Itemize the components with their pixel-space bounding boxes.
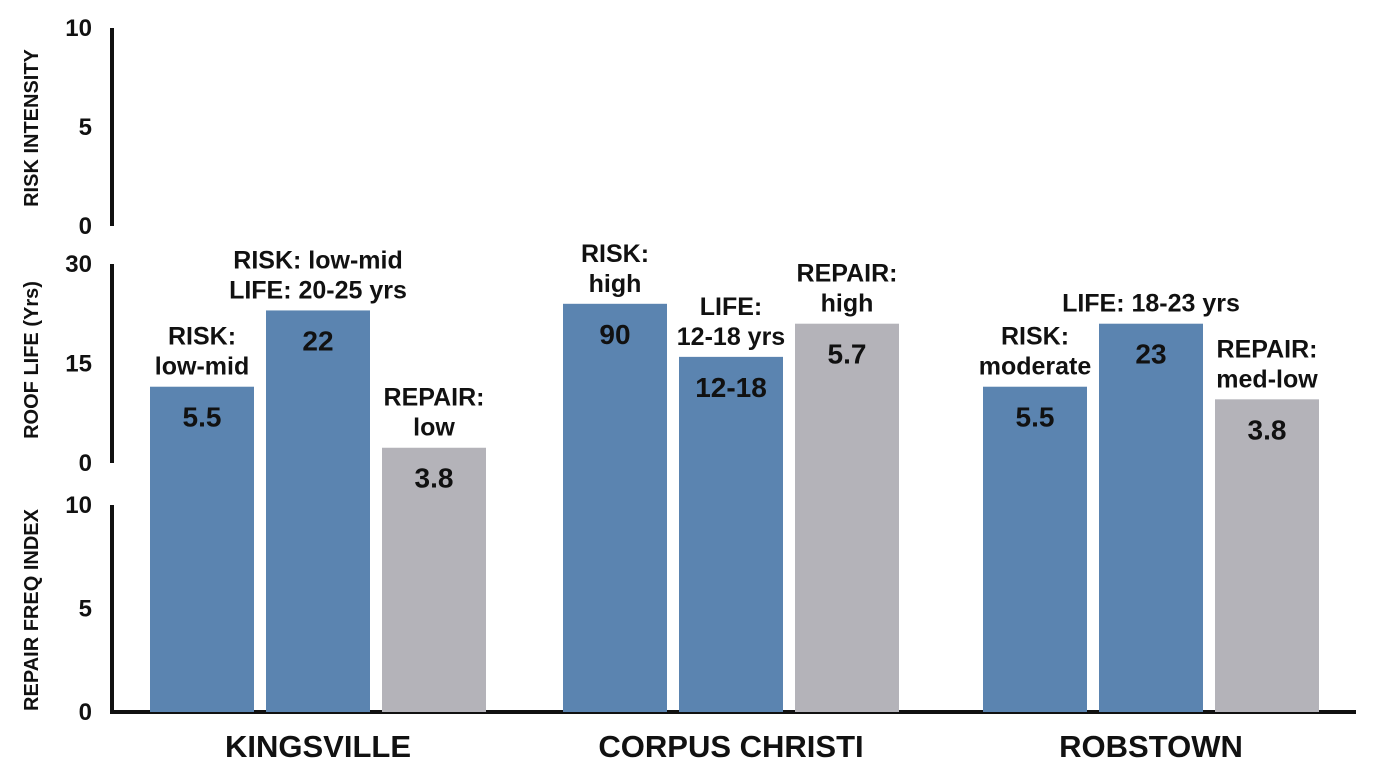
bar	[266, 310, 370, 712]
bar-annotation: LIFE:	[700, 293, 763, 321]
bar-annotation: REPAIR:	[797, 260, 898, 288]
labels-layer: KINGSVILLE CORPUS CHRISTI ROBSTOWN 5.5 RISK:…	[155, 240, 1318, 764]
bar-value-label: 5.5	[1016, 402, 1055, 433]
bar-value-label: 23	[1135, 339, 1166, 370]
bars-layer	[150, 303, 1319, 712]
bar-annotation: low	[413, 414, 455, 442]
y-tick-label: 0	[79, 699, 92, 726]
bar-annotation: REPAIR:	[1217, 335, 1318, 363]
y-axis-title: REPAIR FREQ INDEX	[21, 508, 43, 711]
bar	[1099, 323, 1203, 712]
x-category-label: ROBSTOWN	[1059, 729, 1243, 764]
bar-value-label: 3.8	[1248, 414, 1287, 445]
bar-value-label: 5.5	[183, 402, 222, 433]
bar-annotation: moderate	[979, 353, 1092, 381]
y-tick-label: 5	[79, 596, 92, 623]
bar-annotation: LIFE: 18-23 yrs	[1062, 290, 1240, 318]
bar	[1215, 399, 1319, 712]
bar	[150, 386, 254, 712]
y-tick-label: 0	[79, 450, 92, 477]
bar-annotation: high	[589, 270, 642, 298]
y-tick-label: 30	[65, 251, 92, 278]
y-tick-label: 10	[65, 15, 92, 42]
bar-annotation: RISK:	[168, 323, 236, 351]
y-axis-title: ROOF LIFE (Yrs)	[21, 281, 43, 439]
bar-value-label: 12-18	[695, 372, 767, 403]
y-tick-label: 0	[79, 213, 92, 240]
bar-annotation: RISK:	[1001, 323, 1069, 351]
bar-annotation: RISK:	[581, 240, 649, 268]
bar-value-label: 5.7	[828, 339, 867, 370]
bar	[382, 447, 486, 712]
y-tick-label: 15	[65, 351, 92, 378]
bar	[679, 356, 783, 712]
bar-annotation: RISK: low-mid	[233, 246, 402, 274]
y-tick-label: 10	[65, 492, 92, 519]
bar-annotation: med-low	[1216, 365, 1318, 393]
bar-value-label: 90	[599, 319, 630, 350]
bar-annotation: 12-18 yrs	[677, 323, 785, 351]
bar-value-label: 22	[302, 325, 333, 356]
bar-annotation: LIFE: 20-25 yrs	[229, 276, 407, 304]
bar-value-label: 3.8	[415, 463, 454, 494]
bar	[983, 386, 1087, 712]
bar	[795, 323, 899, 712]
bar	[563, 303, 667, 712]
y-tick-label: 5	[79, 114, 92, 141]
x-category-label: KINGSVILLE	[225, 729, 411, 764]
bar-annotation: REPAIR:	[384, 384, 485, 412]
bar-annotation: low-mid	[155, 353, 249, 381]
bar-annotation: high	[821, 290, 874, 318]
x-category-label: CORPUS CHRISTI	[598, 729, 863, 764]
y-axis-title: RISK INTENSITY	[21, 48, 43, 206]
